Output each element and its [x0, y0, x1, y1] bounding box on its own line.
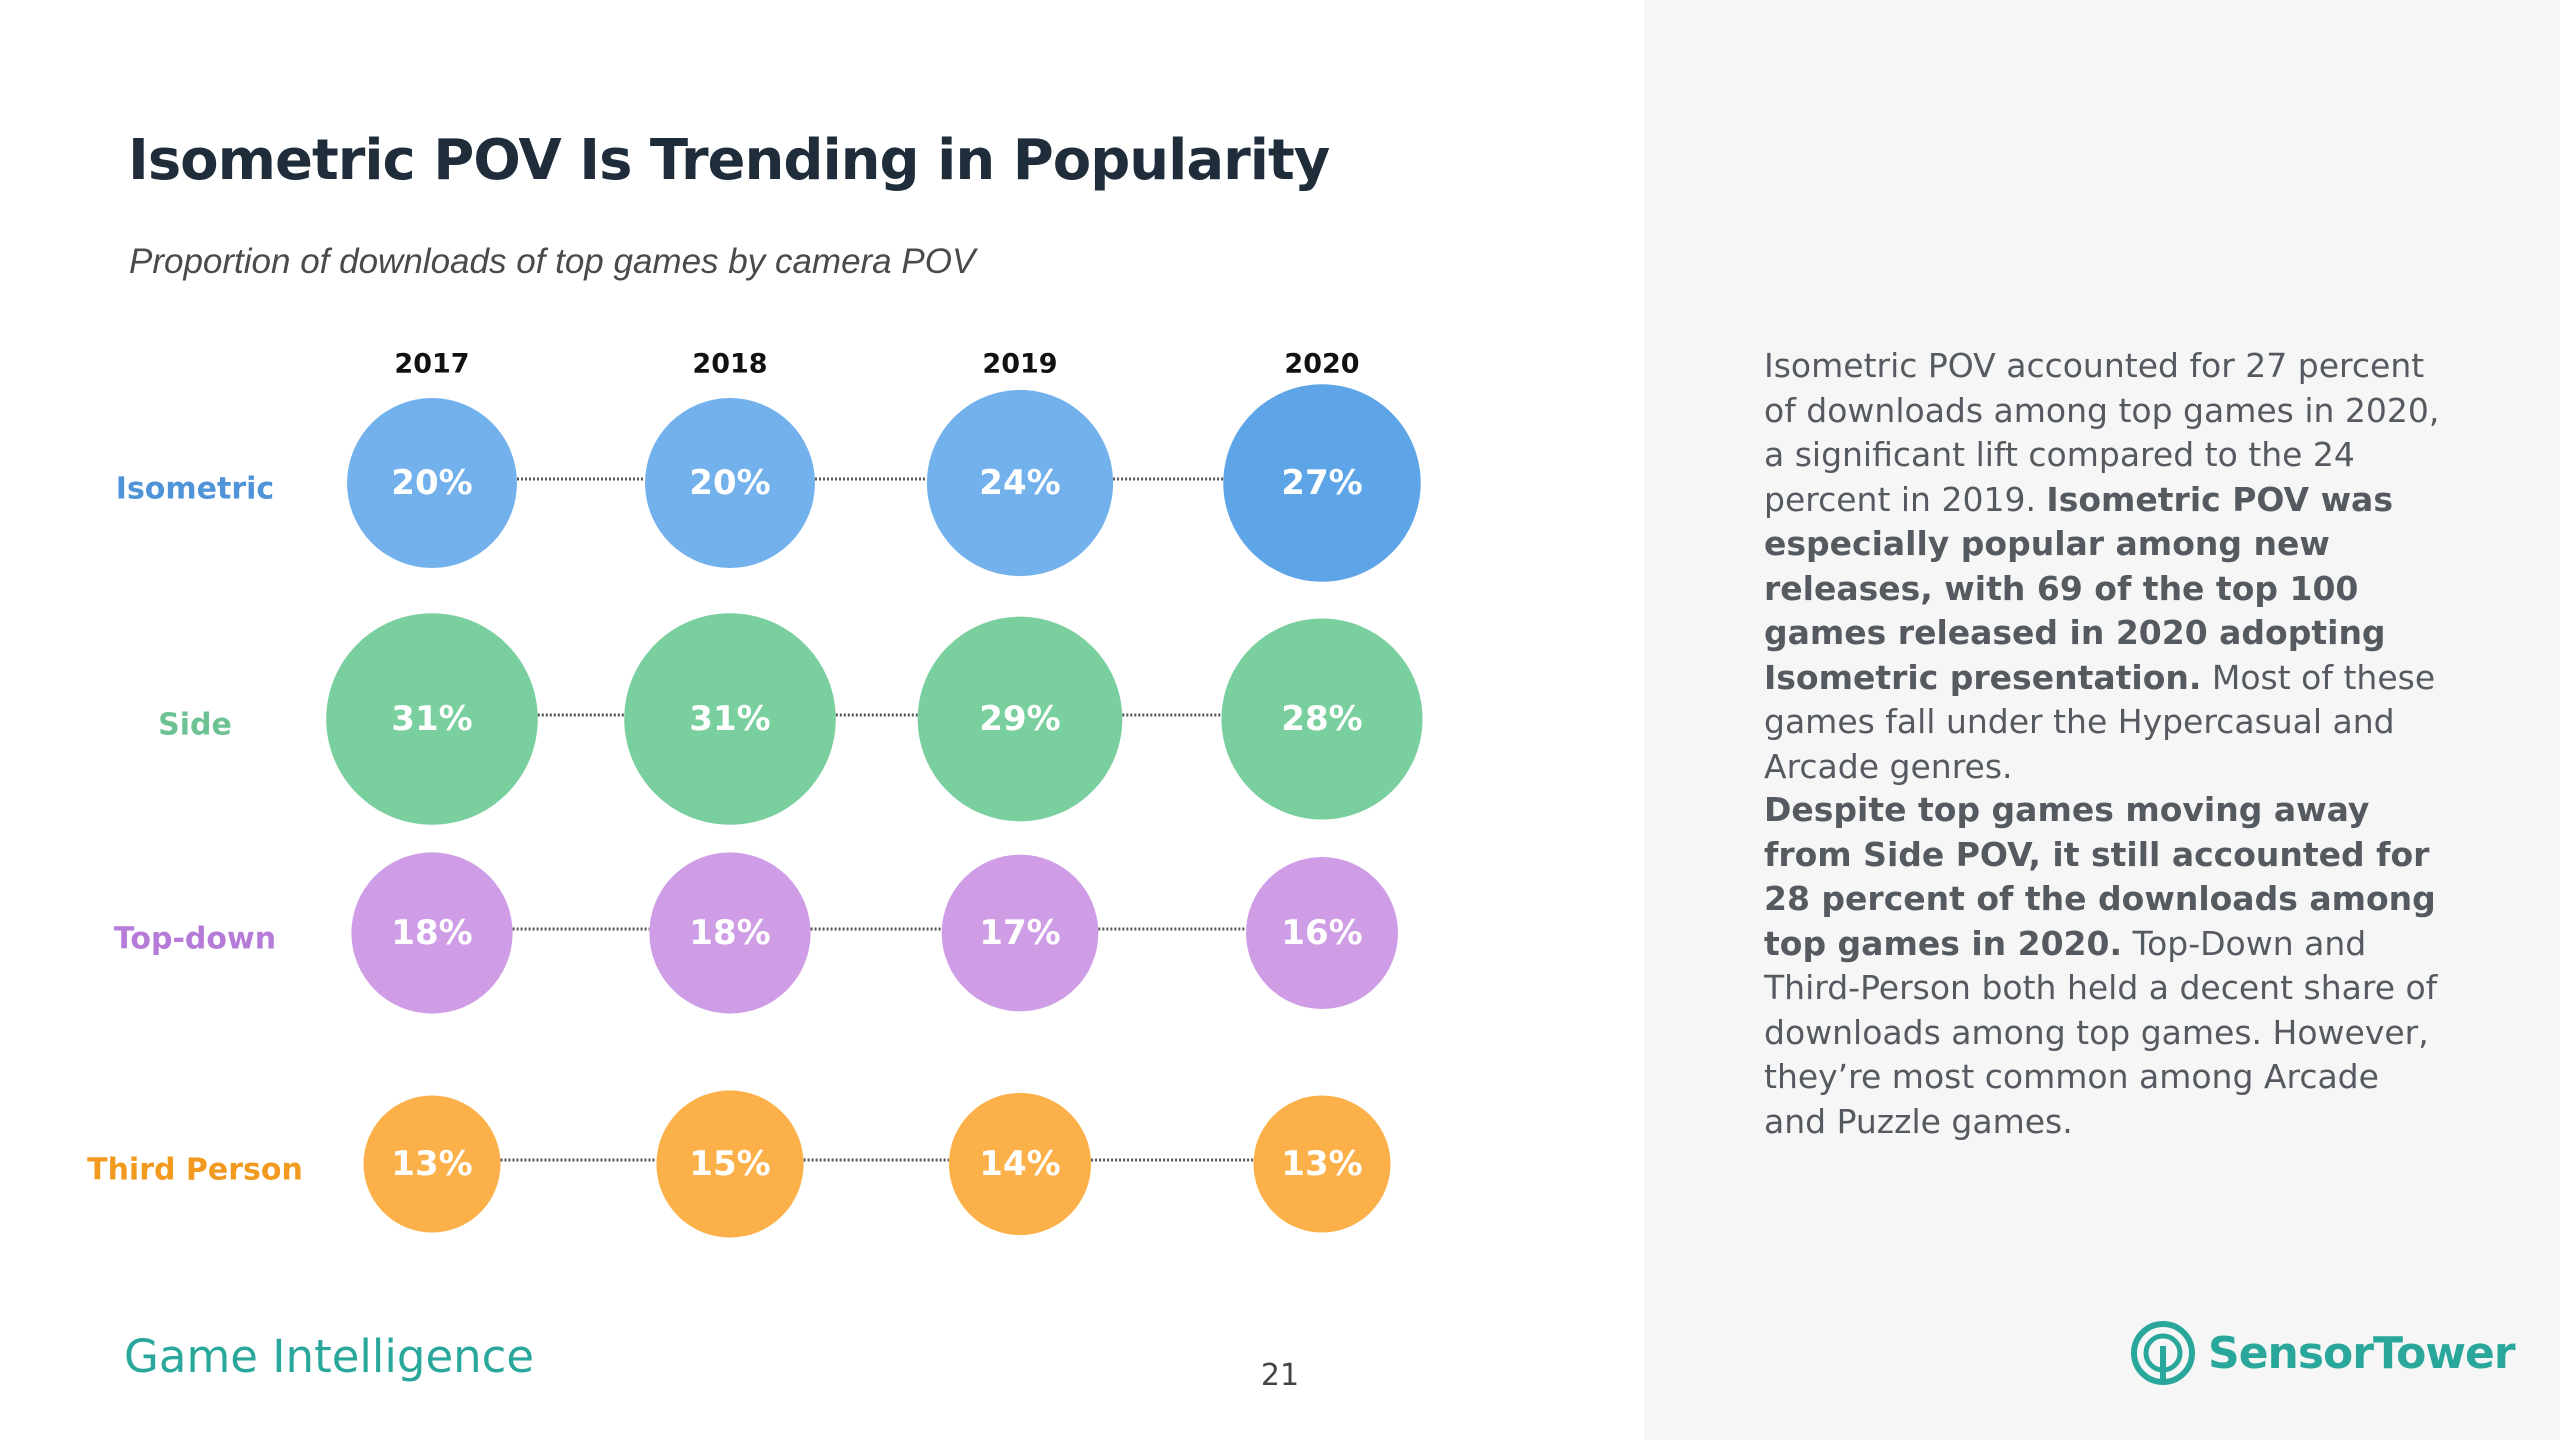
bubble-side-2017 [326, 613, 538, 825]
year-header-2020: 2020 [1284, 349, 1359, 380]
sensor-tower-logo: SensorTower [2130, 1318, 2516, 1388]
value-label-top-down-2018: 18% [689, 913, 770, 953]
description-paragraph-2: Despite top games moving away from Side … [1764, 788, 2444, 1144]
footer-brand: Game Intelligence [124, 1330, 535, 1383]
row-label-third-person: Third Person [87, 1153, 303, 1188]
value-label-isometric-2017: 20% [391, 463, 472, 503]
bubble-third-person-2020 [1253, 1095, 1391, 1233]
bubble-side-2019 [917, 616, 1123, 822]
value-label-side-2017: 31% [391, 699, 472, 739]
bubble-chart: 2017 2018 2019 2020 Isometric 20% 20% 24% 27% Sid… [87, 349, 1423, 1238]
row-label-top-down: Top-down [114, 922, 276, 957]
value-label-third-person-2018: 15% [689, 1144, 770, 1184]
value-label-third-person-2020: 13% [1281, 1144, 1362, 1184]
value-label-third-person-2017: 13% [391, 1144, 472, 1184]
year-header-2017: 2017 [394, 349, 469, 380]
bubble-isometric-2017 [347, 398, 517, 568]
bubble-side-2020 [1221, 618, 1423, 820]
logo-text: SensorTower [2208, 1327, 2516, 1379]
bubble-third-person-2019 [948, 1092, 1092, 1236]
bubble-top-down-2017 [351, 852, 513, 1014]
value-label-top-down-2020: 16% [1281, 913, 1362, 953]
description-highlight: Isometric POV was especially popular amo… [1764, 479, 2393, 697]
bubble-top-down-2019 [941, 854, 1099, 1012]
value-label-isometric-2019: 24% [979, 463, 1060, 503]
value-label-isometric-2018: 20% [689, 463, 770, 503]
page-number: 21 [1260, 1358, 1300, 1393]
bubble-top-down-2020 [1246, 857, 1398, 1009]
bubble-top-down-2018 [649, 852, 811, 1014]
value-label-side-2018: 31% [689, 699, 770, 739]
value-label-isometric-2020: 27% [1281, 463, 1362, 503]
description-paragraph-1: Isometric POV accounted for 27 percent o… [1764, 344, 2444, 789]
bubble-isometric-2019 [926, 389, 1114, 577]
row-label-isometric: Isometric [116, 472, 274, 507]
bubble-isometric-2020 [1223, 384, 1421, 582]
bubble-isometric-2018 [645, 398, 815, 568]
description-text: Most of these games fall under the Hyper… [1764, 657, 2436, 786]
bubble-third-person-2018 [656, 1090, 804, 1238]
bubble-side-2018 [624, 613, 836, 825]
year-header-2019: 2019 [982, 349, 1057, 380]
chart-subtitle: Proportion of downloads of top games by … [129, 242, 976, 281]
description-text: Top-Down and Third-Person both held a de… [1764, 923, 2438, 1141]
value-label-top-down-2017: 18% [391, 913, 472, 953]
row-label-side: Side [158, 708, 232, 743]
description-text: Isometric POV accounted for 27 percent o… [1764, 346, 2440, 519]
value-label-side-2020: 28% [1281, 699, 1362, 739]
value-label-top-down-2019: 17% [979, 913, 1060, 953]
page-title: Isometric POV Is Trending in Popularity [128, 128, 1330, 193]
right-panel [1644, 0, 2560, 1440]
year-header-2018: 2018 [692, 349, 767, 380]
bubble-third-person-2017 [363, 1095, 501, 1233]
value-label-third-person-2019: 14% [979, 1144, 1060, 1184]
sensor-tower-logo-icon [2131, 1321, 2195, 1385]
description-highlight: Despite top games moving away from Side … [1764, 790, 2436, 963]
value-label-side-2019: 29% [979, 699, 1060, 739]
